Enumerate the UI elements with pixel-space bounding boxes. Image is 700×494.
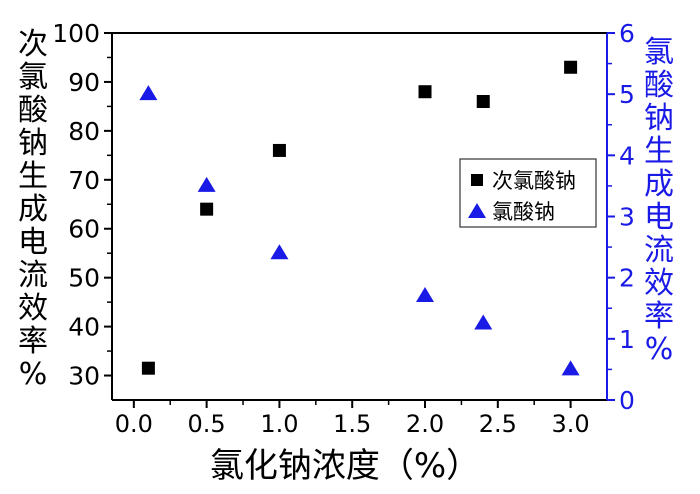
y-axis-label-char: 钠 <box>644 101 674 136</box>
y-axis-label-char: 生 <box>644 134 674 169</box>
y-axis-label-char: 流 <box>644 233 674 268</box>
legend-label: 氯酸钠 <box>492 200 555 224</box>
y-axis-label-char: 率 <box>644 299 674 334</box>
left-y-tick-label: 30 <box>68 362 100 391</box>
left-y-tick-label: 90 <box>68 68 100 97</box>
y-axis-label-char: 电 <box>18 225 48 260</box>
left-y-tick-label: 100 <box>52 19 100 48</box>
x-tick-label: 0.0 <box>115 410 153 438</box>
left-y-tick-label: 80 <box>68 117 100 146</box>
y-axis-label-char: 流 <box>18 258 48 293</box>
left-y-tick-label: 50 <box>68 264 100 293</box>
y-axis-label-char: 生 <box>18 159 48 194</box>
y-axis-label-char: 钠 <box>18 126 48 161</box>
y-axis-label-char: 成 <box>644 167 674 202</box>
left-y-axis-label: 次氯酸钠生成电流效率% <box>18 28 48 391</box>
right-y-tick-label: 5 <box>619 80 635 109</box>
data-point-次氯酸钠 <box>200 202 214 216</box>
right-y-axis-label: 氯酸钠生成电流效率% <box>644 36 674 366</box>
right-y-tick-label: 3 <box>619 203 635 232</box>
x-tick-label: 2.0 <box>406 410 444 438</box>
data-point-次氯酸钠 <box>418 85 432 99</box>
data-point-氯酸钠 <box>139 85 158 101</box>
right-y-tick-label: 4 <box>619 141 635 170</box>
right-y-tick-label: 2 <box>619 264 635 293</box>
data-point-氯酸钠 <box>270 244 289 260</box>
data-point-次氯酸钠 <box>564 60 578 74</box>
x-tick-label: 3.0 <box>552 410 590 438</box>
y-axis-label-char: 氯 <box>644 35 674 70</box>
x-tick-label: 1.5 <box>333 410 371 438</box>
y-axis-label-char: % <box>644 332 674 367</box>
data-point-次氯酸钠 <box>141 361 155 375</box>
right-y-tick-label: 1 <box>619 325 635 354</box>
left-y-tick-label: 40 <box>68 313 100 342</box>
y-axis-label-char: 酸 <box>644 68 674 103</box>
x-tick-label: 1.0 <box>260 410 298 438</box>
right-y-tick-label: 6 <box>619 19 635 48</box>
data-point-氯酸钠 <box>474 314 493 330</box>
y-axis-label-char: 酸 <box>18 93 48 128</box>
data-point-次氯酸钠 <box>272 143 286 157</box>
y-axis-label-char: 次 <box>18 27 48 62</box>
y-axis-label-char: 氯 <box>18 60 48 95</box>
data-point-氯酸钠 <box>416 287 435 303</box>
y-axis-label-char: % <box>18 357 48 392</box>
left-y-tick-label: 60 <box>68 215 100 244</box>
data-point-氯酸钠 <box>197 176 216 192</box>
left-y-tick-label: 70 <box>68 166 100 195</box>
data-point-氯酸钠 <box>561 360 580 376</box>
legend-square-icon <box>471 174 483 186</box>
right-y-tick-label: 0 <box>619 386 635 415</box>
y-axis-label-char: 率 <box>18 324 48 359</box>
x-tick-label: 0.5 <box>188 410 226 438</box>
y-axis-label-char: 效 <box>644 266 674 301</box>
y-axis-label-char: 成 <box>18 192 48 227</box>
x-axis-label: 氯化钠浓度（%） <box>210 446 480 486</box>
y-axis-label-char: 电 <box>644 200 674 235</box>
y-axis-label-char: 效 <box>18 291 48 326</box>
data-point-次氯酸钠 <box>476 95 490 109</box>
legend-label: 次氯酸钠 <box>492 169 576 193</box>
x-tick-label: 2.5 <box>479 410 517 438</box>
legend-triangle-icon <box>468 203 486 218</box>
